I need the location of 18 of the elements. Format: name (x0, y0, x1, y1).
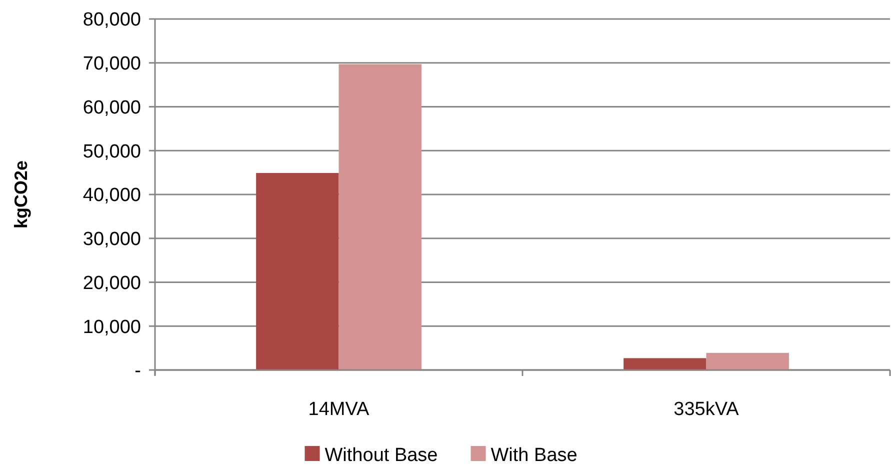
bar (624, 358, 706, 370)
y-tick-label: 40,000 (82, 185, 141, 206)
legend-label: Without Base (324, 445, 438, 466)
x-tick-label: 335kVA (674, 399, 740, 420)
y-tick-label: 80,000 (82, 10, 141, 31)
y-tick-label: 30,000 (82, 229, 141, 250)
y-tick-label: 10,000 (82, 316, 141, 338)
y-tick-label: 50,000 (82, 141, 141, 162)
y-axis-title: kgCO2e (11, 160, 31, 229)
bar (256, 173, 339, 370)
bar (338, 64, 422, 370)
y-tick-label: 70,000 (82, 54, 141, 75)
y-tick-label: 20,000 (82, 272, 141, 294)
x-tick-label: 14MVA (308, 399, 370, 420)
legend-label: With Base (490, 445, 578, 466)
bar (706, 352, 789, 370)
y-tick-label: - (134, 360, 141, 382)
y-tick-label: 60,000 (82, 97, 141, 118)
